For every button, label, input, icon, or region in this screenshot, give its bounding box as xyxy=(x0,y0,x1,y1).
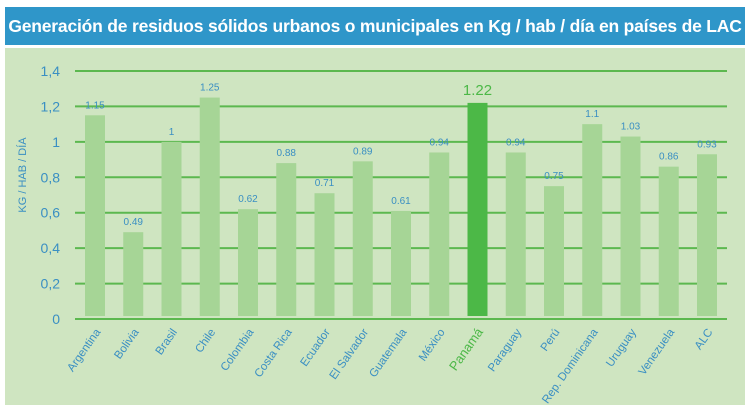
bar-brasil xyxy=(161,141,182,316)
x-tick-label: Colombia xyxy=(219,326,257,373)
x-tick-label: Panamá xyxy=(446,324,487,373)
x-tick-label: Chile xyxy=(193,327,218,355)
bar-alc xyxy=(697,154,717,316)
x-tick-label: El Salvador xyxy=(328,327,372,382)
bar-chile xyxy=(199,97,220,316)
y-axis-title: KG / HAB / DÍA xyxy=(16,137,29,213)
data-label: 1.22 xyxy=(463,82,492,99)
bar-costa-rica xyxy=(276,163,297,316)
bar-argentina xyxy=(85,115,105,317)
x-tick-label: México xyxy=(417,327,448,364)
data-label: 0.93 xyxy=(697,139,717,150)
data-label: 0.89 xyxy=(353,146,373,157)
bar-bolivia xyxy=(123,232,144,316)
data-label: 1.03 xyxy=(621,122,641,133)
bar-el-salvador xyxy=(352,161,373,316)
bar-colombia xyxy=(238,209,258,316)
x-tick-label: ALC xyxy=(693,327,716,352)
chart-title: Generación de residuos sólidos urbanos o… xyxy=(8,15,742,36)
y-tick-label: 1 xyxy=(52,134,60,150)
data-label: 1.25 xyxy=(200,83,220,94)
data-label: 0.88 xyxy=(277,148,297,159)
data-label: 0.94 xyxy=(430,137,450,148)
x-tick-label: Uruguay xyxy=(604,327,639,370)
data-label: 0.94 xyxy=(506,137,526,148)
bar-rep-dominicana xyxy=(582,124,603,317)
bar-venezuela xyxy=(658,166,679,316)
x-tick-label: Brasil xyxy=(154,327,180,357)
bar-panam- xyxy=(467,102,488,316)
y-tick-label: 0 xyxy=(52,311,60,327)
bar-per- xyxy=(544,186,564,316)
y-tick-label: 0,2 xyxy=(41,276,61,292)
y-tick-label: 0,8 xyxy=(41,169,61,185)
data-label: 1.1 xyxy=(585,109,599,120)
bar-uruguay xyxy=(620,136,641,316)
data-label: 0.86 xyxy=(659,152,679,163)
data-label: 1 xyxy=(169,127,175,138)
y-tick-label: 1,2 xyxy=(41,98,61,114)
x-tick-label: Ecuador xyxy=(299,327,333,369)
y-tick-label: 0,6 xyxy=(41,205,61,221)
data-label: 0.62 xyxy=(238,194,258,205)
data-label: 0.61 xyxy=(391,196,411,207)
data-label: 0.71 xyxy=(315,178,335,189)
x-tick-label: Argentina xyxy=(65,326,103,374)
y-tick-label: 1,4 xyxy=(41,63,61,79)
x-tick-label: Perú xyxy=(539,327,563,354)
x-tick-label: Costa Rica xyxy=(253,326,295,379)
data-label: 1.15 xyxy=(85,100,105,111)
data-label: 0.49 xyxy=(124,217,144,228)
x-tick-label: Paraguay xyxy=(486,327,524,374)
x-tick-label: Bolivia xyxy=(112,326,142,361)
bar-guatemala xyxy=(391,210,411,316)
x-tick-label: Guatemala xyxy=(367,326,409,379)
data-label: 0.75 xyxy=(544,171,564,182)
bar-ecuador xyxy=(314,193,335,316)
y-tick-label: 0,4 xyxy=(41,240,61,256)
bar-m-xico xyxy=(429,152,450,316)
x-tick-label: Venezuela xyxy=(637,326,678,377)
bar-paraguay xyxy=(505,152,526,316)
chart-title-banner: Generación de residuos sólidos urbanos o… xyxy=(5,7,745,45)
